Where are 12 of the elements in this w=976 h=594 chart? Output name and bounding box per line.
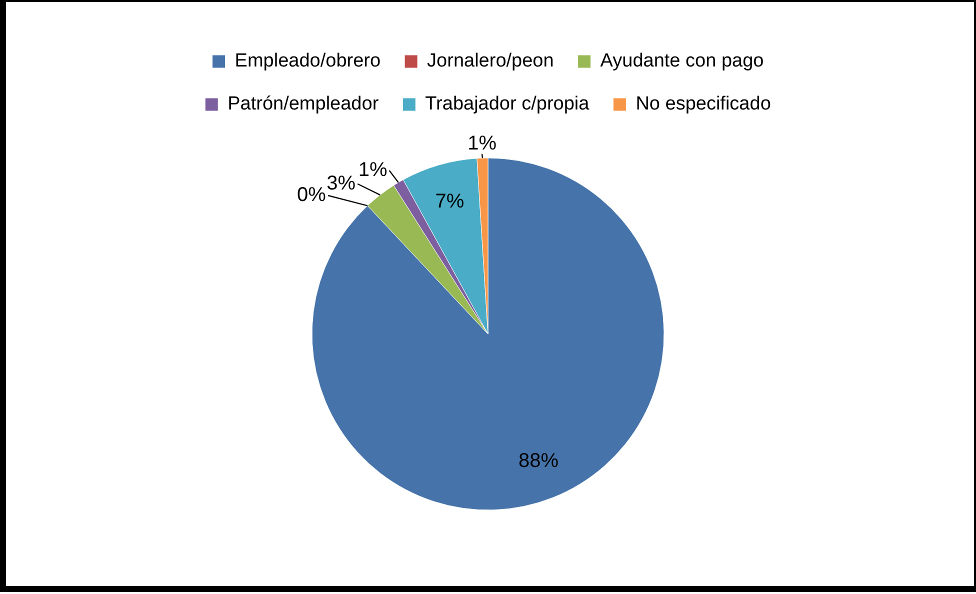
legend-label: Jornalero/peon	[427, 50, 554, 72]
data-label: 3%	[326, 172, 356, 194]
legend-label: Trabajador c/propia	[425, 94, 590, 115]
legend-label: Empleado/obrero	[234, 50, 381, 72]
legend-label: Patrón/empleador	[228, 94, 380, 115]
data-label: 88%	[518, 450, 559, 472]
legend-label: Ayudante con pago	[600, 50, 764, 72]
data-label: 7%	[435, 190, 464, 213]
data-label: 1%	[468, 132, 497, 155]
data-label: 1%	[358, 158, 388, 181]
legend-label: No especificado	[636, 94, 771, 115]
text: 0%	[297, 184, 326, 206]
